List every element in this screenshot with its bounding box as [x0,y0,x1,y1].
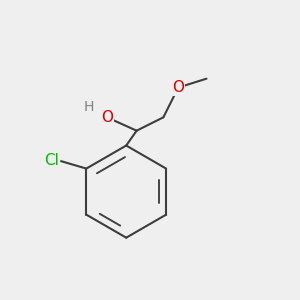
Text: O: O [172,80,184,95]
Text: H: H [84,100,94,114]
Text: Cl: Cl [44,153,59,168]
Text: O: O [101,110,113,125]
